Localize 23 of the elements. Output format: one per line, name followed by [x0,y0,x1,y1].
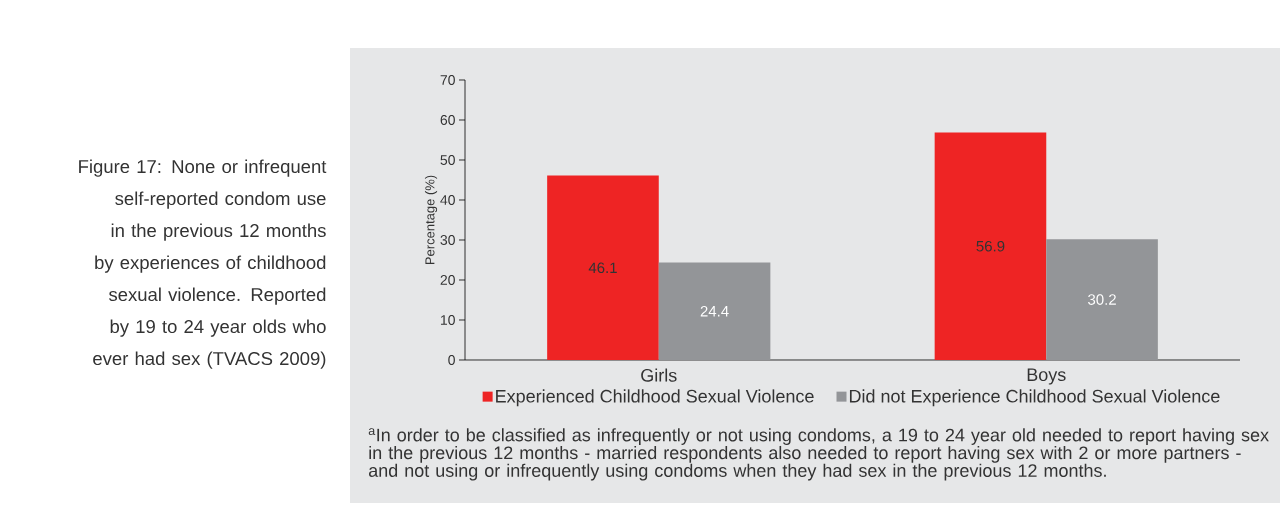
bar [547,175,659,360]
y-axis-title: Percentage (%) [424,175,438,265]
text: Figure 17: None or infrequent self-reported condom use in the previous 12 months by experiences of childhood sexual violence. Reported by 19 to 24 year olds who ever had sex (TVACS 2009) [79,159,327,369]
y-tick-label: 50 [440,155,455,165]
data-label: 30.2 [1088,294,1116,305]
data-label: 24.4 [700,305,729,317]
y-tick-label: 40 [440,195,455,205]
data-label: 56.9 [976,240,1005,252]
bar [1046,239,1158,360]
bar [658,262,771,360]
legend-label: Did not Experience Childhood Sexual Violence [849,389,1220,407]
text: $^{a}$In order to be classified as infrequently or not using condoms, a 19 to 24 year old needed to report having sex in the previous 12 months - married respondents also needed to report having sex with 2 or more partners - and not using or infrequently using condoms when they had sex in the previous 12 months. [368,428,1269,481]
x-tick-label: Boys [1027,368,1066,385]
legend-label: Experienced Childhood Sexual Violence [496,389,814,407]
y-tick-label: 60 [440,115,455,125]
data-label: 46.1 [588,262,617,274]
y-tick-label: 10 [440,315,455,325]
x-tick-label: Girls [641,368,677,382]
y-tick-label: 20 [440,275,455,285]
y-tick-label: 0 [448,355,455,365]
y-tick-label: 70 [440,75,455,85]
bar [934,132,1047,360]
y-tick-label: 30 [440,235,455,245]
